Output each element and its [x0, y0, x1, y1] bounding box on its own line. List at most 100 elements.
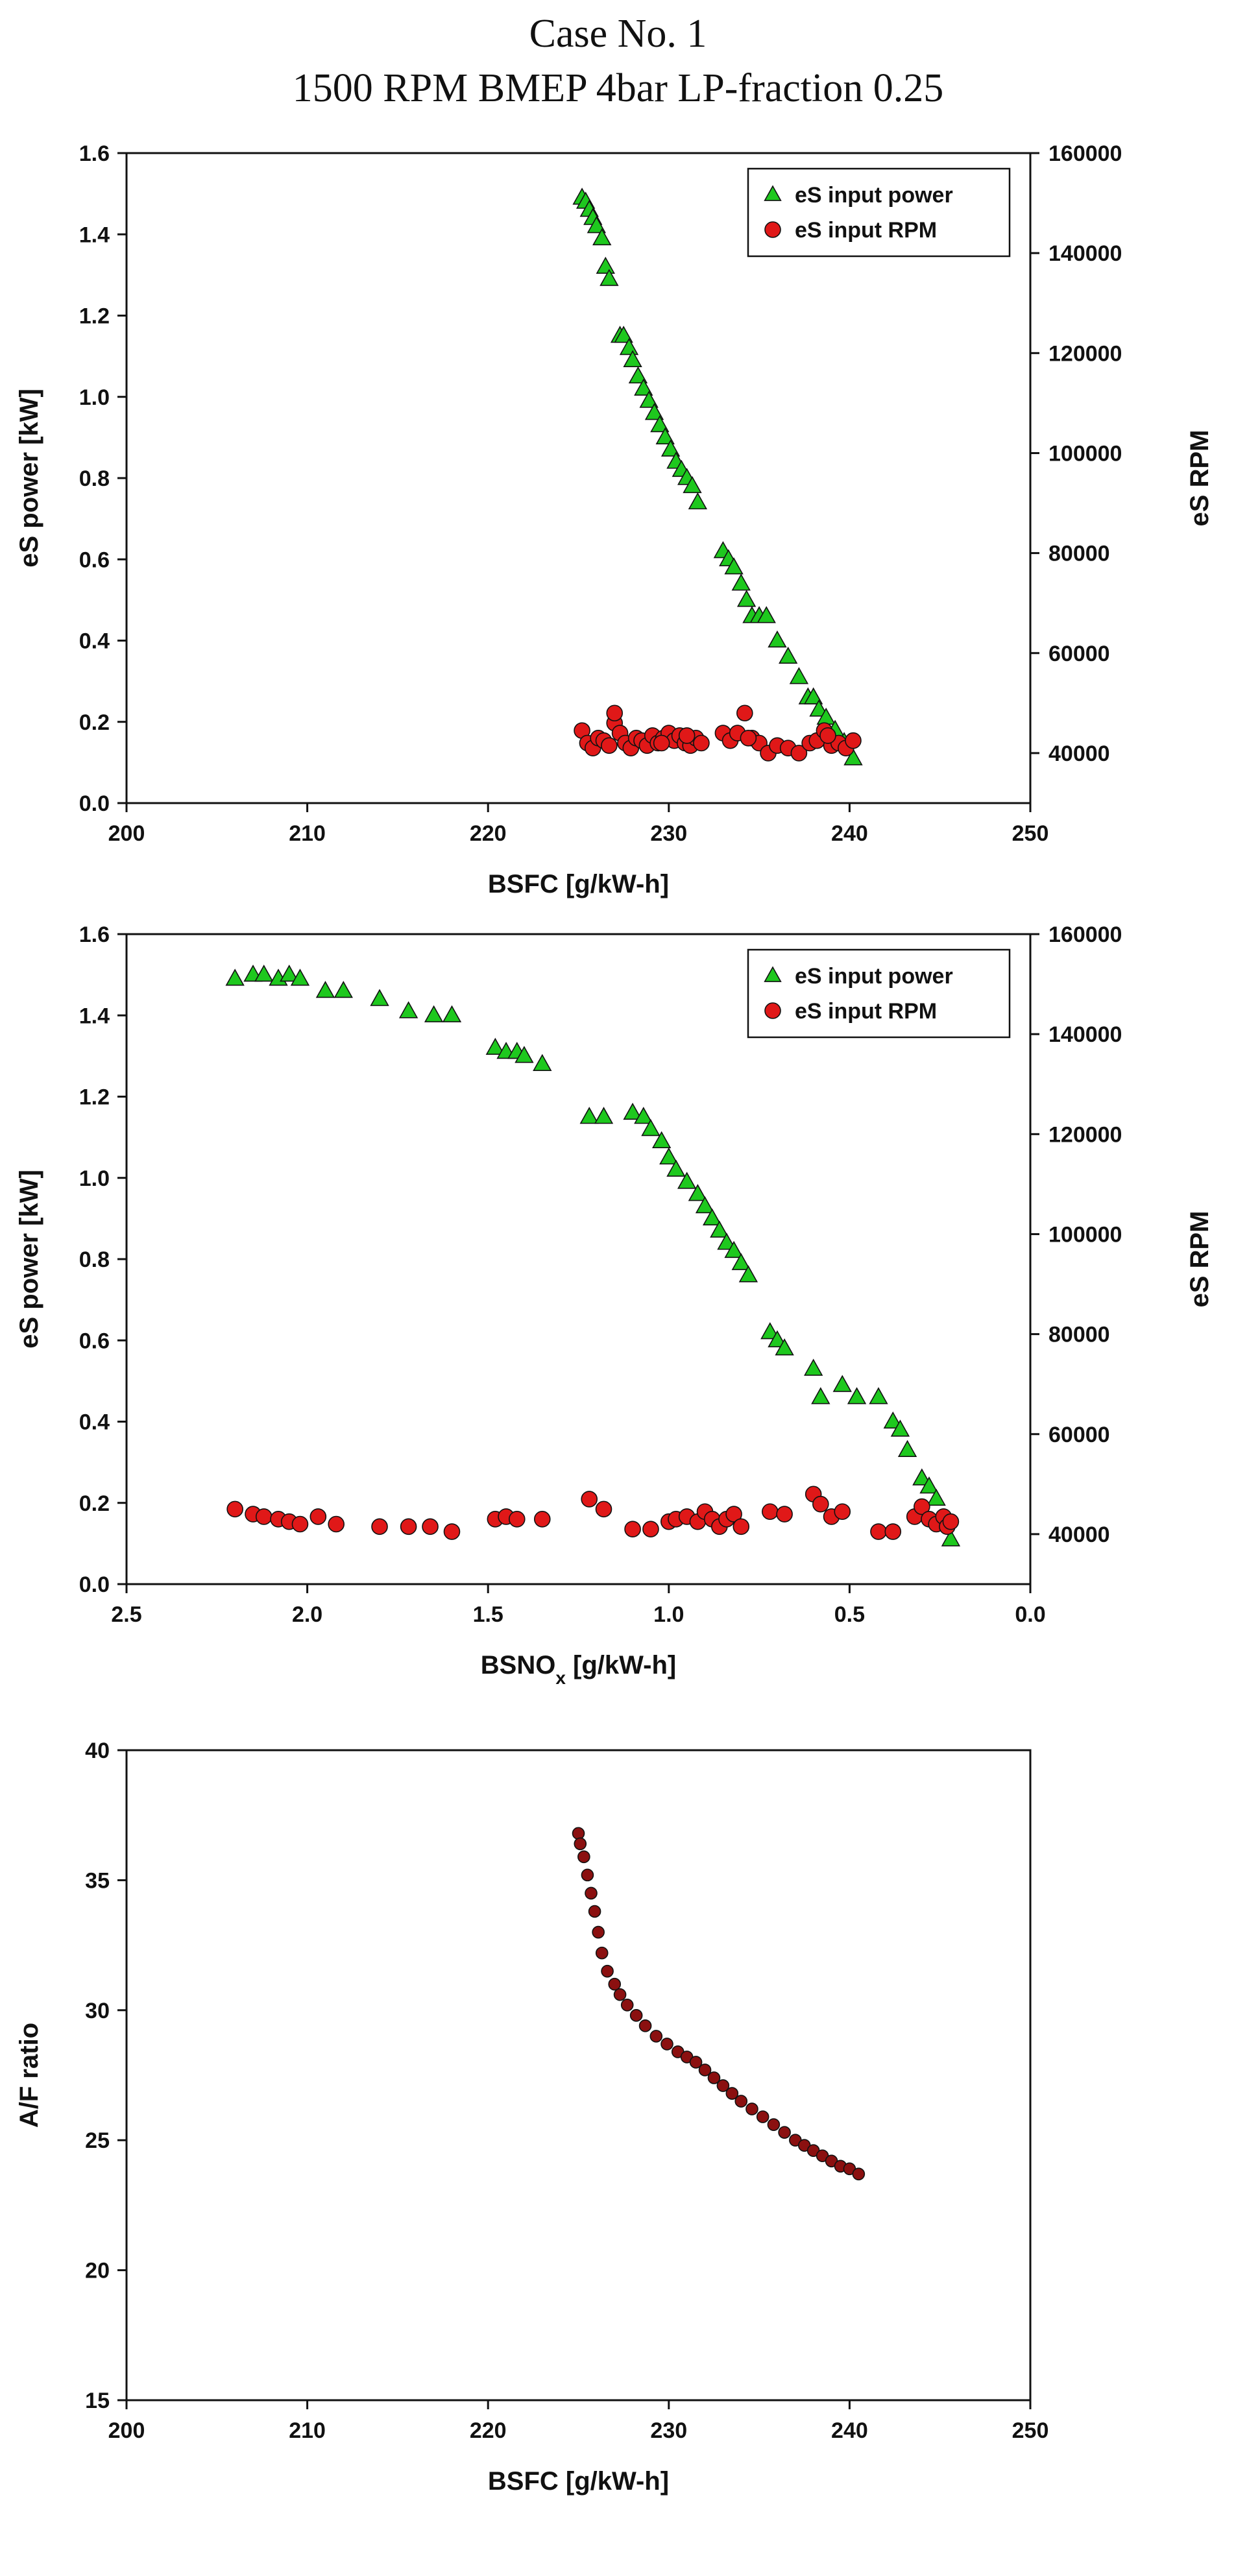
data-point-circle	[601, 1964, 614, 1978]
data-point-circle	[716, 2079, 730, 2092]
data-point-triangle	[677, 1172, 697, 1189]
y-tick-label: 20	[85, 2259, 110, 2283]
data-point-circle	[601, 737, 618, 754]
y-tick-label: 1.6	[79, 922, 110, 947]
data-point-circle	[533, 1511, 551, 1528]
plot-frame	[125, 1749, 1032, 2401]
data-point-triangle	[731, 573, 751, 591]
data-point-circle	[595, 1946, 609, 1960]
data-point-circle	[745, 2102, 758, 2115]
data-point-circle	[581, 1491, 598, 1508]
data-point-circle	[762, 1503, 779, 1521]
chart-1: 200 210 220 230 240 250 0.0 0.2 0.4 0.6 0.8 1.0 1.2 1…	[15, 141, 1214, 898]
y-tick-label: 1.0	[79, 385, 110, 410]
data-point-triangle	[703, 1208, 722, 1225]
y-tick-label: 0.6	[79, 548, 110, 572]
legend-box	[747, 167, 1011, 258]
data-point-triangle	[660, 439, 681, 457]
legend-label-rpm: eS input RPM	[795, 218, 937, 243]
data-point-triangle	[333, 981, 353, 998]
data-point-triangle	[869, 1387, 888, 1404]
x-tick-label: 1.5	[473, 1602, 503, 1627]
legend-label-power: eS input power	[795, 183, 953, 208]
data-point-triangle	[424, 1005, 444, 1022]
data-point-triangle	[628, 366, 648, 384]
y-tick-label: 40	[85, 1739, 110, 1763]
x-tick-label: 250	[1012, 2418, 1049, 2443]
data-point-triangle	[757, 606, 776, 623]
data-point-circle	[422, 1518, 439, 1535]
data-point-triangle	[789, 667, 809, 684]
data-point-circle	[620, 1998, 634, 2012]
legend: eS input power eS input RPM	[747, 167, 1011, 258]
data-point-triangle	[688, 1184, 708, 1201]
data-point-triangle	[724, 557, 744, 575]
data-point-triangle	[659, 1147, 679, 1165]
data-point-triangle	[315, 981, 335, 998]
data-point-triangle	[804, 687, 823, 704]
data-point-circle	[736, 704, 753, 722]
data-point-triangle	[398, 1001, 418, 1018]
y-tick-label: 0.6	[79, 1329, 110, 1353]
data-point-triangle	[768, 630, 787, 648]
data-point-triangle	[280, 964, 299, 982]
data-point-circle	[725, 1506, 742, 1523]
data-point-triangle	[485, 1037, 505, 1055]
y-tick-label: 1.2	[79, 304, 110, 329]
data-point-circle	[870, 1523, 887, 1540]
data-point-triangle	[897, 1439, 917, 1457]
data-point-triangle	[594, 1107, 614, 1124]
x-axis-label: BSFC [g/kW-h]	[488, 2467, 669, 2496]
data-point-circle	[942, 1513, 960, 1530]
data-point-triangle	[710, 1220, 729, 1238]
data-point-circle	[613, 1988, 627, 2001]
data-point-circle	[255, 1508, 273, 1525]
data-point-circle	[653, 734, 670, 752]
data-point-triangle	[683, 475, 702, 494]
chart-3: 200 210 220 230 240 250 15 20 25 30 35 40 BSFC [g/kW…	[15, 1739, 1048, 2496]
y-tick-label: 15	[85, 2389, 110, 2413]
y-tick-label: 1.4	[79, 1004, 110, 1028]
y2-tick-label: 160000	[1048, 922, 1122, 947]
data-point-triangle	[533, 1053, 552, 1071]
data-point-triangle	[634, 378, 653, 396]
data-point-circle	[689, 2056, 703, 2069]
series-es-input-power	[225, 964, 961, 1547]
data-point-circle	[577, 1850, 590, 1864]
y-tick-label: 0.2	[79, 710, 110, 735]
y2-tick-label: 140000	[1048, 241, 1122, 266]
data-point-triangle	[883, 1411, 903, 1429]
data-point-circle	[834, 1503, 851, 1521]
data-point-triangle	[644, 403, 664, 420]
data-point-triangle	[717, 1233, 736, 1250]
data-point-triangle	[651, 1131, 672, 1148]
data-point-triangle	[912, 1468, 932, 1486]
data-point-triangle	[623, 1102, 642, 1120]
x-tick-label: 200	[108, 821, 145, 846]
x-tick-label: 2.0	[292, 1602, 322, 1627]
chart-2: 2.5 2.0 1.5 1.0 0.5 0.0 0.0 0.2 0.4 0.6 0.8 1.0 1.2 1…	[15, 922, 1214, 1688]
data-point-circle	[698, 2064, 712, 2076]
data-point-circle	[638, 2019, 652, 2032]
data-point-circle	[884, 1523, 902, 1540]
data-point-triangle	[639, 391, 659, 408]
x-tick-label: 230	[650, 2418, 687, 2443]
data-point-triangle	[832, 1375, 852, 1392]
legend-marker-rpm	[764, 1002, 781, 1019]
data-point-circle	[581, 1868, 594, 1882]
y-axis-label: eS power [kW]	[15, 1170, 43, 1349]
data-point-triangle	[731, 1253, 751, 1270]
figure-title-line2: 1500 RPM BMEP 4bar LP-fraction 0.25	[292, 66, 944, 110]
legend-label-rpm: eS input RPM	[795, 999, 937, 1024]
y-tick-label: 35	[85, 1868, 110, 1893]
data-point-circle	[725, 2087, 739, 2100]
legend-marker-rpm	[764, 221, 781, 238]
data-point-circle	[734, 2095, 748, 2108]
legend-box	[747, 948, 1011, 1039]
y2-tick-label: 80000	[1048, 1323, 1110, 1347]
data-point-circle	[642, 1521, 659, 1538]
data-point-triangle	[847, 1387, 867, 1404]
data-point-triangle	[634, 1107, 653, 1124]
y2-tick-label: 60000	[1048, 642, 1110, 666]
data-point-triangle	[760, 1322, 780, 1340]
